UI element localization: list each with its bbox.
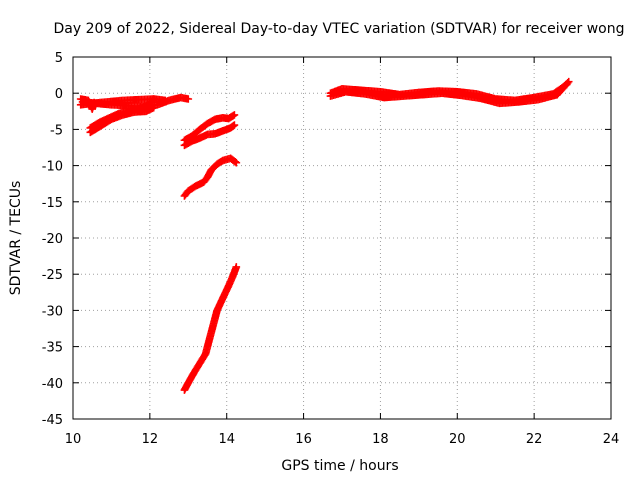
y-tick-label: -10 <box>42 160 63 175</box>
data-point-marker <box>149 95 158 103</box>
series-track-4 <box>180 154 241 200</box>
x-tick-label: 10 <box>65 432 82 447</box>
x-tick-label: 20 <box>449 432 466 447</box>
data-marks <box>76 77 573 394</box>
y-tick-label: -35 <box>42 341 63 356</box>
x-tick-label: 24 <box>603 432 620 447</box>
x-tick-label: 18 <box>372 432 389 447</box>
data-point-marker <box>184 95 193 103</box>
y-tick-label: 0 <box>55 87 63 102</box>
x-axis-label: GPS time / hours <box>281 458 398 474</box>
data-point-marker <box>231 158 239 166</box>
y-tick-label: -25 <box>42 268 63 283</box>
chart-title: Day 209 of 2022, Sidereal Day-to-day VTE… <box>54 21 625 37</box>
series-track-6b <box>326 77 573 108</box>
y-tick-label: 5 <box>55 51 63 66</box>
data-point-marker <box>230 111 239 119</box>
y-tick-label: -40 <box>42 377 63 392</box>
y-tick-label: -45 <box>42 413 63 428</box>
y-tick-label: -5 <box>50 123 63 138</box>
y-tick-label: -30 <box>42 304 63 319</box>
series-track-5 <box>180 263 241 394</box>
series-track-3b <box>180 121 239 150</box>
data-point-marker <box>90 98 98 107</box>
x-tick-label: 22 <box>526 432 543 447</box>
data-point-marker <box>232 158 241 167</box>
y-axis-label: SDTVAR / TECUs <box>8 181 24 296</box>
x-tick-label: 16 <box>295 432 312 447</box>
data-point-marker <box>230 121 239 129</box>
x-tick-label: 12 <box>142 432 159 447</box>
y-tick-label: -15 <box>42 196 63 211</box>
data-point-marker <box>232 263 241 271</box>
series-track-2b <box>86 103 158 137</box>
x-tick-label: 14 <box>218 432 235 447</box>
data-point-marker <box>563 79 572 87</box>
axis-ticks: 10 12 14 16 18 20 22 24 5 0 -5 -10 -15 -20 -25 -30 -35 -4… <box>42 51 620 447</box>
series-track-1c <box>76 95 98 113</box>
y-tick-label: -20 <box>42 232 63 247</box>
data-point-marker <box>564 77 573 86</box>
data-point-marker <box>149 103 158 112</box>
